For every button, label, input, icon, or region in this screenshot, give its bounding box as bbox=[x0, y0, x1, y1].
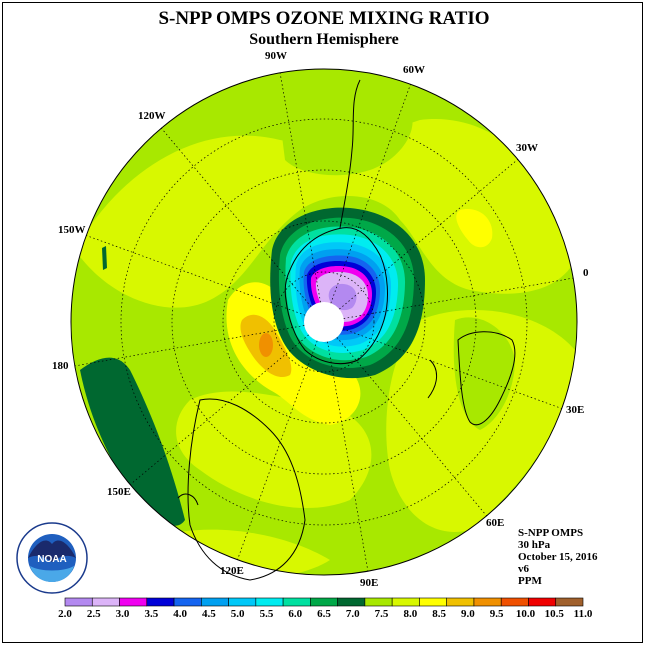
logo-text: NOAA bbox=[37, 554, 66, 565]
colorbar-tick-label: 4.5 bbox=[202, 608, 216, 620]
lon-label-90e: 90E bbox=[360, 577, 379, 589]
colorbar-swatch bbox=[282, 597, 311, 607]
colorbar-tick-label: 7.5 bbox=[374, 608, 389, 620]
field-7ppm-spot bbox=[102, 246, 107, 270]
colorbar-tick-label: 9.5 bbox=[489, 608, 504, 620]
meridian-line bbox=[237, 340, 318, 560]
colorbar-swatch bbox=[555, 597, 584, 607]
colorbar-swatch bbox=[119, 597, 148, 607]
figure-frame bbox=[2, 2, 643, 643]
info-level: 30 hPa bbox=[518, 539, 551, 551]
colorbar-tick-label: 10.0 bbox=[515, 608, 536, 620]
info-instrument: S-NPP OMPS bbox=[518, 527, 584, 539]
colorbar-swatch bbox=[146, 597, 175, 607]
colorbar-swatch bbox=[419, 597, 447, 607]
lon-label-150e: 150E bbox=[107, 486, 131, 498]
info-version: v6 bbox=[518, 563, 529, 575]
lon-label-30w: 30W bbox=[516, 142, 538, 154]
lon-label-0: 0 bbox=[583, 267, 589, 279]
colorbar-tick-label: 8.5 bbox=[432, 608, 446, 620]
meridian-line bbox=[279, 72, 321, 303]
colorbar-tick-label: 6.5 bbox=[317, 608, 331, 620]
colorbar-swatch bbox=[64, 597, 93, 607]
colorbar-tick-label: 10.5 bbox=[544, 608, 564, 620]
colorbar-swatch bbox=[446, 597, 475, 607]
info-date: October 15, 2016 bbox=[518, 551, 598, 563]
lon-label-180: 180 bbox=[52, 360, 69, 372]
info-block: S-NPP OMPS 30 hPa October 15, 2016 v6 PP… bbox=[518, 527, 598, 587]
map-subtitle: Southern Hemisphere bbox=[249, 31, 399, 48]
australia-coast bbox=[187, 398, 306, 581]
lon-label-60e: 60E bbox=[486, 517, 505, 529]
colorbar-tick-label: 9.0 bbox=[461, 608, 475, 620]
meridian-line bbox=[342, 328, 562, 409]
map-boundary bbox=[70, 68, 578, 576]
vortex-2ppm bbox=[328, 283, 357, 311]
field-75ppm-b bbox=[453, 317, 515, 430]
colorbar-tick-label: 5.5 bbox=[259, 608, 274, 620]
meridian-line bbox=[336, 337, 487, 517]
field-85ppm-b bbox=[456, 209, 493, 248]
meridian-line bbox=[339, 159, 519, 310]
colorbar-swatch bbox=[173, 597, 202, 607]
latitude-ring-1 bbox=[273, 271, 375, 373]
pole-no-data bbox=[304, 302, 344, 342]
latitude-ring-4 bbox=[120, 118, 528, 526]
colorbar-swatch bbox=[228, 597, 257, 607]
madagascar-coast bbox=[427, 359, 437, 399]
colorbar-tick-label: 6.0 bbox=[288, 608, 303, 620]
meridian-line bbox=[330, 84, 411, 304]
colorbar-tick-label: 3.0 bbox=[115, 608, 130, 620]
lon-label-120e: 120E bbox=[220, 565, 244, 577]
colorbar-swatch bbox=[473, 597, 502, 607]
colorbar-swatch bbox=[310, 597, 338, 607]
south-america-coast bbox=[339, 79, 361, 229]
colorbar-tick-label: 2.5 bbox=[86, 608, 101, 620]
colorbar-tick-label: 4.0 bbox=[173, 608, 187, 620]
noaa-logo-icon: NOAA bbox=[16, 522, 88, 594]
latitude-ring-3 bbox=[171, 169, 477, 475]
antarctica-coast bbox=[284, 227, 388, 365]
lon-label-60w: 60W bbox=[403, 64, 425, 76]
meridian-line bbox=[129, 334, 309, 485]
ozone-field bbox=[71, 69, 577, 575]
graticule bbox=[74, 72, 574, 572]
meridian-line bbox=[327, 341, 369, 572]
lon-label-150w: 150W bbox=[58, 224, 86, 236]
lon-label-90w: 90W bbox=[265, 50, 287, 62]
field-7ppm-tongue bbox=[80, 357, 185, 526]
colorbar-swatch bbox=[528, 597, 557, 607]
meridian-line bbox=[343, 277, 574, 319]
field-95ppm bbox=[259, 333, 273, 357]
lon-label-120w: 120W bbox=[138, 110, 166, 122]
field-8ppm-a bbox=[75, 119, 575, 308]
colorbar-swatch bbox=[337, 597, 366, 607]
colorbar-swatch bbox=[91, 597, 120, 607]
africa-coast bbox=[457, 331, 516, 426]
meridian-line bbox=[161, 127, 312, 307]
colorbar-swatch bbox=[500, 597, 529, 607]
info-units: PPM bbox=[518, 575, 542, 587]
colorbar-swatch bbox=[201, 597, 229, 607]
colorbar-swatch bbox=[391, 597, 420, 607]
map-title: S-NPP OMPS OZONE MIXING RATIO bbox=[158, 8, 490, 29]
colorbar bbox=[64, 597, 584, 607]
meridian-line bbox=[74, 325, 305, 367]
latitude-ring-2 bbox=[222, 220, 426, 424]
coastlines bbox=[177, 79, 516, 581]
colorbar-swatch bbox=[255, 597, 284, 607]
colorbar-swatch bbox=[364, 597, 393, 607]
colorbar-tick-label: 8.0 bbox=[403, 608, 418, 620]
colorbar-tick-label: 5.0 bbox=[230, 608, 245, 620]
lon-label-30e: 30E bbox=[566, 404, 585, 416]
colorbar-tick-label: 2.0 bbox=[58, 608, 72, 620]
field-75ppm-a bbox=[280, 101, 413, 176]
colorbar-tick-label: 11.0 bbox=[573, 608, 593, 620]
new-zealand-coast bbox=[177, 493, 199, 506]
colorbar-tick-label: 7.0 bbox=[345, 608, 360, 620]
meridian-line bbox=[86, 235, 306, 316]
colorbar-tick-label: 3.5 bbox=[144, 608, 159, 620]
